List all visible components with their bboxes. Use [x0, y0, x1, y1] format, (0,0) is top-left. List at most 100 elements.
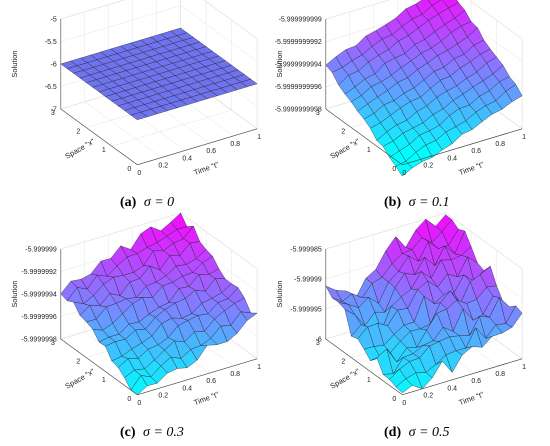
x-axis-label: Space "x" [64, 137, 97, 161]
surface-patch [395, 378, 413, 394]
z-gridline [60, 0, 258, 40]
t-tick-label: 0.4 [447, 155, 457, 162]
x-axis-line [60, 108, 138, 166]
surface [60, 27, 258, 120]
t-axis-line [402, 358, 523, 396]
x-tick-label: 1 [367, 147, 371, 154]
t-tick-label: 0.2 [423, 393, 433, 400]
t-tick-label: 0.6 [471, 378, 481, 385]
z-gridline [325, 0, 523, 40]
caption-d-eq: σ = 0.5 [409, 425, 450, 440]
z-tick-label: -5.999985 [290, 247, 322, 254]
z-tick-label: -5.9999996 [21, 314, 57, 321]
t-tick-label: 1 [257, 134, 261, 141]
t-axis-line [402, 128, 523, 166]
x-tick-label: 1 [102, 377, 106, 384]
z-tick-label: -5.9999999994 [275, 62, 322, 69]
x-axis-line [60, 338, 138, 396]
x-tick-label: 0 [127, 396, 131, 403]
x-tick-label: 3 [51, 340, 55, 347]
t-tick-label: 0.4 [447, 385, 457, 392]
t-tick-label: 0 [402, 400, 406, 407]
t-axis-label: Time "t" [458, 160, 486, 177]
caption-d: (d) σ = 0.5 [384, 425, 449, 440]
caption-a-eq: σ = 0 [144, 195, 174, 210]
t-tick-label: 0.6 [471, 148, 481, 155]
x-tick-label: 3 [51, 110, 55, 117]
caption-b: (b) σ = 0.1 [384, 195, 449, 210]
t-tick-label: 1 [522, 134, 526, 141]
x-tick-label: 3 [316, 110, 320, 117]
surface [325, 0, 523, 177]
x-tick-label: 3 [316, 340, 320, 347]
t-tick-label: 0.4 [182, 155, 192, 162]
axes: -5.999985 -5.99999 -5.999995 -6 0 1 2 3 0 0.2 0.4 0… [275, 247, 526, 408]
z-tick-label: -5.999999 [25, 247, 57, 254]
t-tick-label: 0.2 [423, 163, 433, 170]
t-tick-label: 0.8 [495, 141, 505, 148]
surface [60, 212, 258, 396]
z-tick-label: -6 [316, 337, 322, 344]
t-tick-label: 0 [402, 170, 406, 177]
x-tick-label: 2 [76, 359, 80, 366]
t-axis-line [137, 358, 258, 396]
surface [325, 214, 523, 394]
z-tick-label: -5.9999994 [21, 292, 57, 299]
t-tick-label: 0.6 [206, 148, 216, 155]
x-tick-label: 1 [102, 147, 106, 154]
x-tick-label: 0 [127, 166, 131, 173]
t-axis-line [137, 128, 258, 166]
caption-c: (c) σ = 0.3 [120, 425, 184, 440]
t-axis-label: Time "t" [458, 390, 486, 407]
z-tick-label: -5.999995 [290, 307, 322, 314]
caption-b-id: (b) [384, 195, 401, 210]
t-tick-label: 0.4 [182, 385, 192, 392]
x-tick-label: 2 [341, 129, 345, 136]
z-tick-label: -5.99999 [294, 277, 322, 284]
t-tick-label: 0.8 [230, 141, 240, 148]
z-tick-label: -5.9999999996 [275, 84, 322, 91]
x-axis-line [325, 108, 403, 166]
z-axis-label: Solution [275, 280, 284, 307]
z-tick-label: -6 [51, 62, 57, 69]
z-tick-label: -5.5 [45, 39, 57, 46]
t-tick-label: 1 [522, 364, 526, 371]
x-tick-label: 0 [392, 396, 396, 403]
t-tick-label: 0.8 [495, 371, 505, 378]
z-tick-label: -5.9999992 [21, 269, 57, 276]
z-tick-label: -6.5 [45, 84, 57, 91]
x-tick-label: 2 [341, 359, 345, 366]
z-axis-label: Solution [10, 280, 19, 307]
x-axis-line [325, 338, 403, 396]
x-tick-label: 1 [367, 377, 371, 384]
x-tick-label: 0 [392, 166, 396, 173]
caption-a-id: (a) [120, 195, 137, 210]
subplot-b: -5.999999999 -5.9999999992 -5.9999999994 -5… [275, 0, 526, 177]
t-tick-label: 1 [257, 364, 261, 371]
z-tick-label: -5.999999999 [279, 17, 322, 24]
surface-patch [395, 160, 413, 177]
z-axis-label: Solution [10, 50, 19, 77]
x-tick-label: 2 [76, 129, 80, 136]
x-axis-label: Space "x" [329, 137, 362, 161]
t-axis-label: Time "t" [193, 390, 221, 407]
caption-c-eq: σ = 0.3 [143, 425, 184, 440]
caption-b-eq: σ = 0.1 [409, 195, 450, 210]
t-axis-label: Time "t" [193, 160, 221, 177]
caption-a: (a) σ = 0 [120, 195, 174, 210]
x-axis-label: Space "x" [64, 367, 97, 391]
x-axis-label: Space "x" [329, 367, 362, 391]
z-tick-label: -7 [51, 107, 57, 114]
subplot-d: -5.999985 -5.99999 -5.999995 -6 0 1 2 3 0 0.2 0.4 0… [275, 212, 526, 408]
t-tick-label: 0.2 [158, 393, 168, 400]
caption-d-id: (d) [384, 425, 401, 440]
t-tick-label: 0.2 [158, 163, 168, 170]
z-axis-label: Solution [275, 50, 284, 77]
t-tick-label: 0.6 [206, 378, 216, 385]
subplot-c: -5.999999 -5.9999992 -5.9999994 -5.9999996 -… [10, 212, 261, 407]
t-tick-label: 0.8 [230, 371, 240, 378]
subplot-a: -5 -5.5 -6 -6.5 -7 0 1 2 3 0 0.2 0.4 0.6 0.8 1 Solution… [10, 0, 261, 177]
z-tick-label: -5 [51, 17, 57, 24]
t-tick-label: 0 [137, 170, 141, 177]
